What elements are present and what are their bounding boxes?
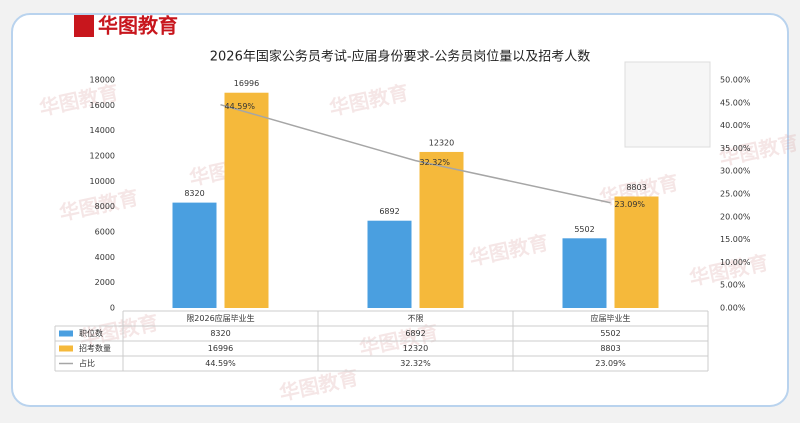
line-value-label: 44.59% [225,102,256,111]
y2-tick-label: 25.00% [720,190,751,199]
table-cell: 5502 [600,329,620,338]
table-cell: 8803 [600,344,620,353]
table-cell: 8320 [210,329,230,338]
y2-tick-label: 5.00% [720,281,746,290]
y-tick-label: 0 [110,304,115,313]
y2-tick-label: 10.00% [720,258,751,267]
table-cell: 6892 [405,329,425,338]
y2-tick-label: 0.00% [720,304,746,313]
line [220,103,611,204]
y-tick-label: 2000 [95,278,115,287]
bar [172,202,217,308]
y-tick-label: 12000 [90,152,115,161]
chart-title: 2026年国家公务员考试-应届身份要求-公务员岗位量以及招考人数 [210,49,590,65]
logo: 华图教育 [98,14,178,38]
y2-tick-label: 40.00% [720,121,751,130]
table-cell: 12320 [403,344,428,353]
y2-tick-label: 15.00% [720,235,751,244]
y-tick-label: 16000 [90,101,115,110]
logo-icon [74,15,94,37]
y-tick-label: 10000 [90,177,115,186]
y2-tick-label: 45.00% [720,98,751,107]
bar-value-label: 5502 [574,225,594,234]
bar [562,238,607,308]
qr-code [624,61,711,148]
x-tick-label: 不限 [408,314,424,323]
legend-label: 占比 [79,358,95,368]
legend-swatch [59,330,73,337]
bar [419,151,464,308]
y-tick-label: 14000 [90,126,115,135]
bar-value-label: 6892 [379,207,399,216]
bar [367,220,412,308]
table-cell: 23.09% [595,359,626,368]
y-tick-label: 8000 [95,202,115,211]
bar-value-label: 16996 [234,79,259,88]
bar-value-label: 8320 [184,189,204,198]
y-tick-label: 6000 [95,228,115,237]
legend-label: 招考数量 [79,343,111,353]
bar [224,92,269,308]
bar-value-label: 12320 [429,138,454,147]
line-value-label: 32.32% [420,158,451,167]
x-tick-label: 限2026应届毕业生 [186,313,254,323]
legend-swatch [59,345,73,352]
y2-tick-label: 35.00% [720,144,751,153]
y2-tick-label: 30.00% [720,167,751,176]
y2-tick-label: 20.00% [720,212,751,221]
y-tick-label: 18000 [90,76,115,85]
line-value-label: 23.09% [615,200,646,209]
table-cell: 16996 [208,344,233,353]
bar-value-label: 8803 [626,183,646,192]
y-tick-label: 4000 [95,253,115,262]
legend-label: 职位数 [79,328,103,338]
x-tick-label: 应届毕业生 [591,313,631,323]
bar [614,196,659,308]
table-cell: 44.59% [205,359,236,368]
table-cell: 32.32% [400,359,431,368]
y2-tick-label: 50.00% [720,76,751,85]
